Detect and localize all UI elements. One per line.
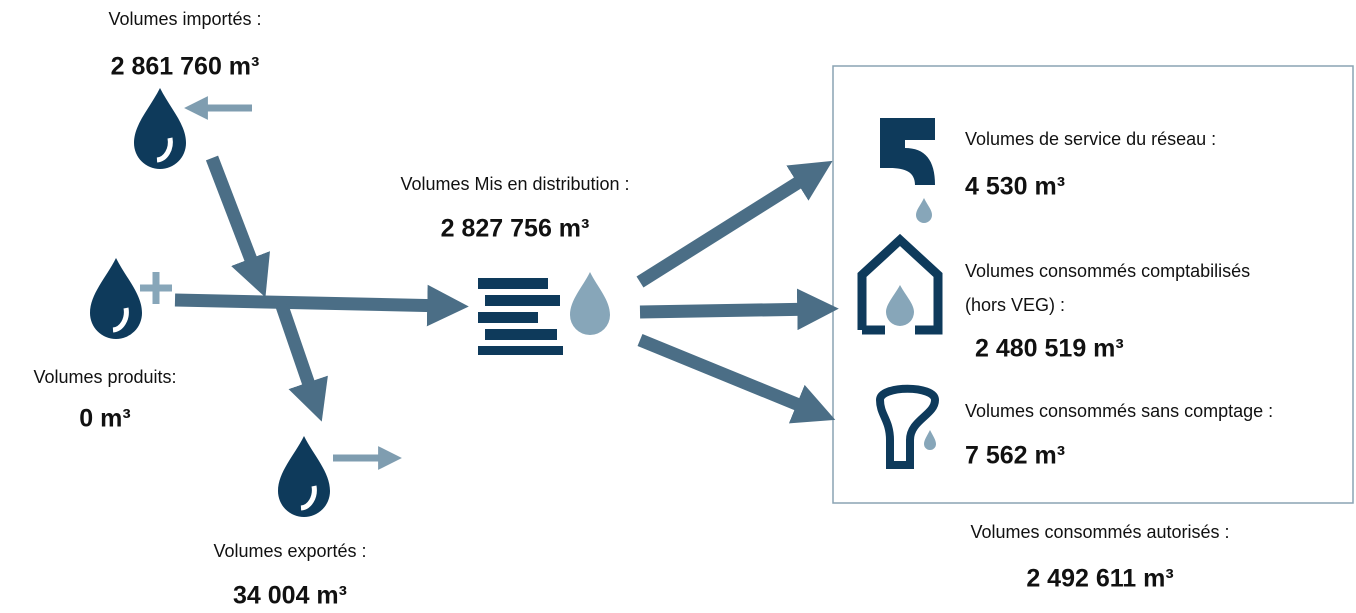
value: 2 492 611 m³ — [1026, 565, 1173, 593]
label: Volumes Mis en distribution : — [400, 174, 629, 194]
texts: Volumes importés : 2 861 760 m³ Volumes … — [33, 9, 1273, 610]
value: 2 827 756 m³ — [441, 215, 590, 243]
label: Volumes de service du réseau : — [965, 129, 1216, 149]
arrows — [140, 96, 839, 470]
label: Volumes consommés autorisés : — [970, 522, 1229, 542]
label: Volumes consommés sans comptage : — [965, 401, 1273, 421]
value: 4 530 m³ — [965, 173, 1065, 201]
value: 2 480 519 m³ — [975, 335, 1124, 363]
label: (hors VEG) : — [965, 295, 1065, 315]
box — [832, 65, 1354, 504]
label: Volumes importés : — [108, 9, 261, 29]
label: Volumes consommés comptabilisés — [965, 261, 1250, 281]
value: 2 861 760 m³ — [111, 53, 260, 81]
icons — [90, 88, 943, 517]
label: Volumes produits: — [33, 367, 176, 387]
value: 0 m³ — [79, 405, 130, 433]
value: 7 562 m³ — [965, 442, 1065, 470]
label: Volumes exportés : — [213, 541, 366, 561]
value: 34 004 m³ — [233, 582, 347, 610]
